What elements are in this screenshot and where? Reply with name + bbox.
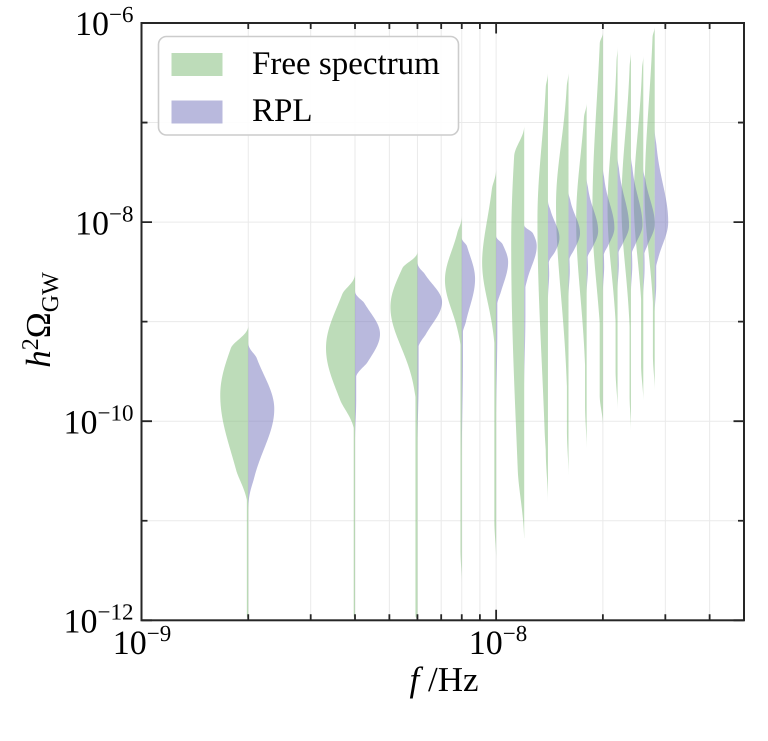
svg-text:10−8: 10−8 — [469, 621, 527, 662]
svg-text:f /Hz: f /Hz — [409, 660, 478, 699]
svg-text:10−12: 10−12 — [64, 600, 134, 641]
svg-text:h2ΩGW: h2ΩGW — [18, 272, 64, 368]
svg-text:10−10: 10−10 — [64, 400, 134, 441]
svg-text:10−6: 10−6 — [75, 2, 133, 43]
svg-text:Free spectrum: Free spectrum — [252, 46, 440, 82]
svg-text:10−9: 10−9 — [113, 621, 171, 662]
svg-text:RPL: RPL — [252, 93, 313, 129]
svg-text:10−8: 10−8 — [75, 201, 133, 242]
